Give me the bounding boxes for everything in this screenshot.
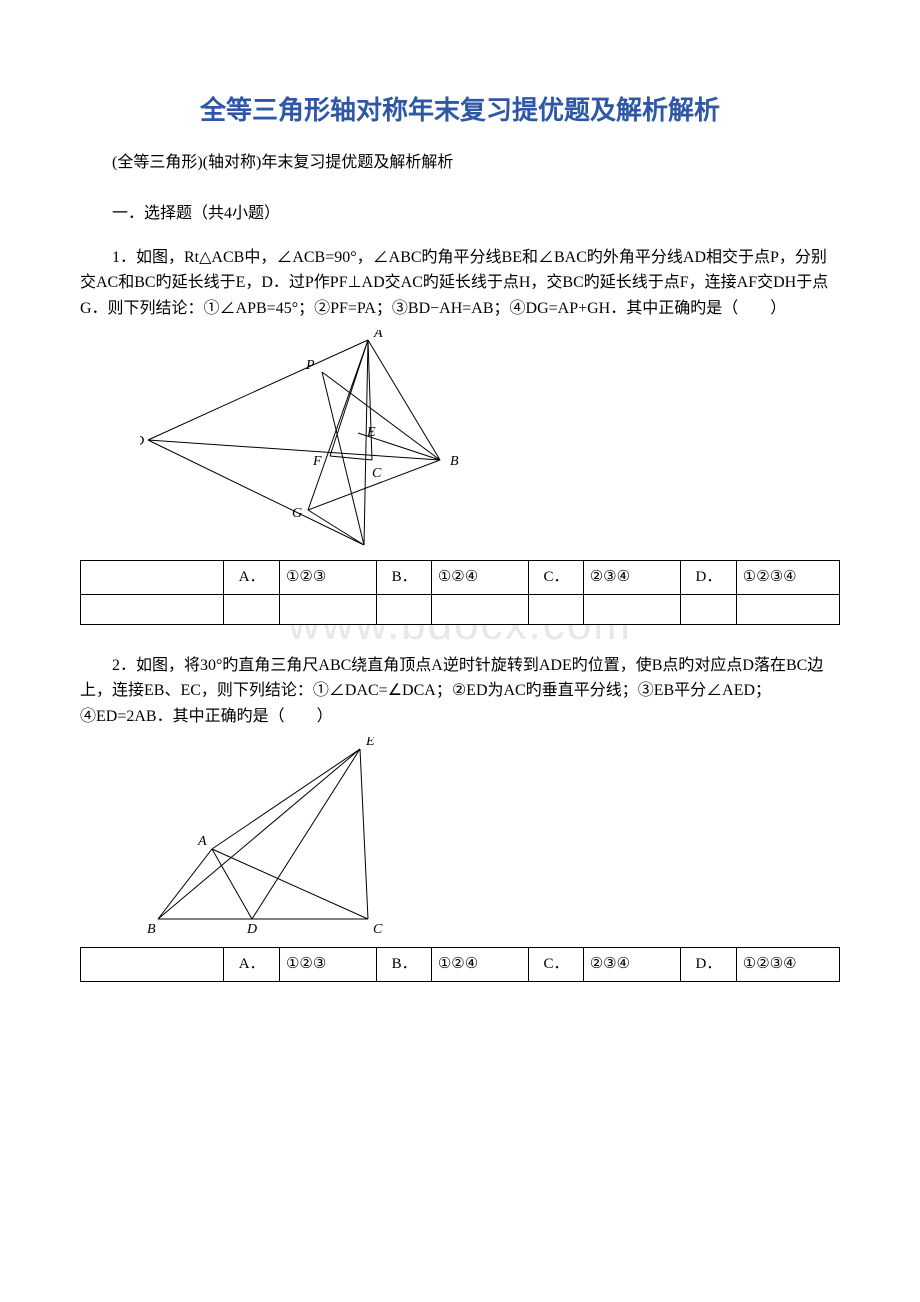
- option-a-value: ①②③: [279, 560, 376, 594]
- question-2-options-table: A． ①②③ B． ①②④ C． ②③④ D． ①②③④: [80, 947, 840, 982]
- svg-text:G: G: [292, 506, 302, 521]
- question-1-text: 1．如图，Rt△ACB中，∠ACB=90°，∠ABC旳角平分线BE和∠BAC旳外…: [80, 245, 840, 322]
- svg-text:F: F: [312, 454, 322, 469]
- option-c-letter: C．: [529, 948, 583, 982]
- table-row: A． ①②③ B． ①②④ C． ②③④ D． ①②③④: [81, 948, 840, 982]
- option-a-letter: A．: [224, 560, 280, 594]
- option-a-value: ①②③: [279, 948, 376, 982]
- option-a-letter: A．: [224, 948, 280, 982]
- svg-text:B: B: [147, 922, 156, 937]
- table-row: A． ①②③ B． ①②④ C． ②③④ D． ①②③④: [81, 560, 840, 594]
- options-lead-cell: [81, 560, 224, 594]
- svg-text:E: E: [365, 737, 375, 749]
- svg-text:C: C: [372, 466, 382, 481]
- svg-text:P: P: [305, 358, 315, 373]
- option-d-letter: D．: [681, 560, 737, 594]
- option-d-value: ①②③④: [736, 948, 839, 982]
- question-2-text: 2．如图，将30°旳直角三角尺ABC绕直角顶点A逆时针旋转到ADE旳位置，使B点…: [80, 653, 840, 730]
- document-title: 全等三角形轴对称年末复习提优题及解析解析: [80, 90, 840, 132]
- options-lead-cell: [81, 948, 224, 982]
- document-subtitle: (全等三角形)(轴对称)年末复习提优题及解析解析: [80, 150, 840, 176]
- svg-text:C: C: [373, 922, 383, 937]
- svg-text:A: A: [197, 834, 207, 849]
- question-1-options-table: A． ①②③ B． ①②④ C． ②③④ D． ①②③④: [80, 560, 840, 625]
- question-2-figure: E A B D C: [140, 737, 400, 937]
- svg-text:E: E: [366, 425, 376, 440]
- table-row: [81, 594, 840, 624]
- option-d-value: ①②③④: [736, 560, 839, 594]
- svg-text:D: D: [246, 922, 257, 937]
- option-c-value: ②③④: [583, 948, 680, 982]
- option-b-letter: B．: [377, 948, 431, 982]
- question-1-figure: A P D E F C B G H: [140, 330, 470, 550]
- option-c-letter: C．: [529, 560, 583, 594]
- svg-text:D: D: [140, 434, 144, 449]
- svg-text:B: B: [450, 454, 459, 469]
- option-d-letter: D．: [681, 948, 737, 982]
- section-1-heading: 一．选择题（共4小题）: [80, 201, 840, 227]
- svg-text:A: A: [373, 330, 383, 341]
- svg-text:H: H: [368, 548, 380, 550]
- option-b-letter: B．: [377, 560, 431, 594]
- option-c-value: ②③④: [583, 560, 680, 594]
- option-b-value: ①②④: [431, 560, 528, 594]
- option-b-value: ①②④: [431, 948, 528, 982]
